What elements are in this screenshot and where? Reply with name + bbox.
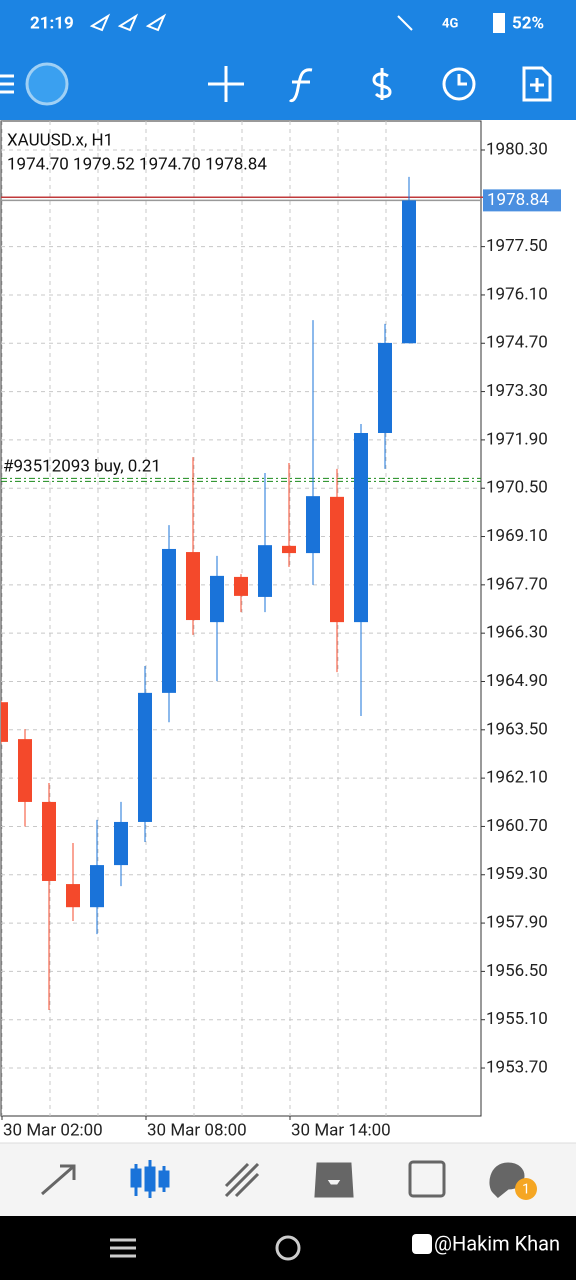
price-label: 1978.84 [487, 190, 549, 210]
nav-messages[interactable] [489, 1162, 525, 1199]
x-tick-label: 30 Mar 08:00 [147, 1120, 247, 1140]
x-tick-label: 30 Mar 14:00 [291, 1120, 391, 1140]
y-tick-label: 1971.90 [486, 429, 548, 449]
candle-body [66, 884, 80, 908]
candle-body [114, 821, 128, 866]
watermark: @Hakim Khan [434, 1231, 560, 1255]
y-tick-label: 1964.90 [486, 671, 548, 691]
y-tick-label: 1970.50 [486, 478, 548, 498]
candle-body [330, 496, 344, 623]
nav-history[interactable] [314, 1162, 354, 1198]
top-bar [0, 0, 576, 120]
bottom-nav [0, 1143, 576, 1216]
status-time: 21:19 [30, 13, 74, 33]
y-tick-label: 1973.30 [486, 381, 548, 401]
toolbar [0, 62, 552, 106]
candle-body [210, 575, 224, 623]
new-order-button[interactable] [522, 66, 552, 102]
indicators-button[interactable] [288, 68, 313, 103]
y-tick-label: 1980.30 [486, 139, 548, 159]
candle-body [186, 552, 200, 621]
candle-body [90, 865, 104, 908]
candle-body [18, 739, 32, 802]
candle-body [234, 576, 248, 596]
y-tick-label: 1960.70 [486, 816, 548, 836]
chat-badge-bg [515, 1178, 537, 1200]
status-network: 4G [442, 16, 458, 31]
y-tick-label: 1967.70 [486, 574, 548, 594]
trade-button[interactable] [372, 68, 392, 100]
nav-chart[interactable] [130, 1160, 170, 1198]
candle-body [306, 496, 320, 554]
price-label-bg [483, 189, 561, 212]
y-tick-label: 1966.30 [486, 623, 548, 643]
candle-body [138, 692, 152, 822]
candle-body [162, 548, 176, 693]
facebook-icon [412, 1234, 432, 1254]
y-tick-label: 1957.90 [486, 913, 548, 933]
y-tick-label: 1976.10 [486, 284, 548, 304]
plot-area [0, 120, 482, 1117]
y-tick-label: 1955.10 [486, 1009, 548, 1029]
system-nav [0, 1216, 576, 1280]
grid [1, 121, 481, 1116]
y-tick-label: 1977.50 [486, 236, 548, 256]
home-button[interactable] [275, 1235, 301, 1261]
menu-button[interactable] [0, 74, 14, 94]
status-icons [89, 13, 505, 33]
y-tick-label: 1963.50 [486, 719, 548, 739]
period-button[interactable] [442, 67, 476, 101]
ohlc-info: 1974.70 1979.52 1974.70 1978.84 [7, 154, 267, 174]
candle-body [402, 200, 416, 344]
nav-icons [41, 1160, 525, 1199]
y-tick-label: 1974.70 [486, 333, 548, 353]
order-label: #93512093 buy, 0.21 [3, 456, 161, 476]
y-tick-label: 1959.30 [486, 864, 548, 884]
candle-body [42, 801, 56, 881]
recents-button[interactable] [110, 1238, 136, 1258]
nav-quotes[interactable] [41, 1164, 76, 1196]
candle-body [282, 545, 296, 554]
y-tick-label: 1956.50 [486, 961, 548, 981]
app-logo[interactable] [25, 62, 69, 106]
candle-body [258, 545, 272, 597]
chart-title: XAUUSD.x, H1 [7, 130, 113, 150]
nav-trade[interactable] [224, 1162, 260, 1198]
y-tick-label: 1969.10 [486, 526, 548, 546]
status-battery: 52% [512, 13, 544, 33]
nav-news[interactable] [408, 1160, 446, 1198]
chat-badge: 1 [522, 1182, 530, 1198]
candle-body [354, 432, 368, 623]
axis: 1980.30 1977.50 1976.10 1974.70 1973.30 1971.… [1, 139, 561, 1140]
crosshair-button[interactable] [208, 66, 244, 102]
x-tick-label: 30 Mar 02:00 [3, 1120, 103, 1140]
candle-body [1, 702, 8, 742]
candle-body [378, 342, 392, 433]
candles [1, 176, 416, 1011]
levels: #93512093 buy, 0.21 [1, 196, 561, 482]
y-tick-label: 1962.10 [486, 768, 548, 788]
y-tick-label: 1953.70 [486, 1058, 548, 1078]
